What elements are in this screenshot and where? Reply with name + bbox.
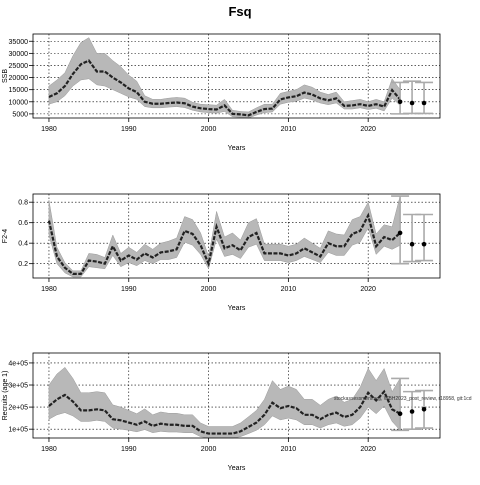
x-tick-label: 2020: [360, 286, 376, 293]
x-axis-label: Years: [228, 145, 246, 152]
x-tick-label: 2020: [360, 446, 376, 453]
x-tick-label: 1980: [41, 126, 57, 133]
main-title: Fsq: [228, 4, 251, 19]
forecast-point: [421, 241, 427, 247]
forecast-point: [409, 409, 415, 414]
y-tick-label: 20000: [9, 75, 29, 82]
estimate-line: [48, 389, 401, 435]
y-tick-label: 15000: [9, 87, 29, 94]
x-axis-label: Years: [228, 465, 246, 472]
y-axis-label: SSB: [2, 69, 9, 83]
x-tick-label: 2000: [201, 126, 217, 133]
plot-frame: [32, 33, 441, 119]
x-tick-label: 2010: [281, 286, 297, 293]
y-tick-label: 4e+05: [8, 360, 28, 367]
confidence-band: [48, 195, 401, 278]
y-tick-label: 5000: [12, 111, 28, 118]
y-tick-label: 1e+05: [8, 427, 28, 434]
forecast-point: [409, 100, 415, 106]
forecast-point: [397, 411, 403, 417]
forecast-point: [397, 230, 403, 236]
forecast-point: [397, 99, 403, 105]
y-tick-label: 0.8: [18, 200, 28, 207]
panel-fbar: 1980 1990 2000 2010 2020 0.2 0.4 0.6 0.8 Years F2-…: [2, 193, 441, 312]
estimate-line: [48, 59, 401, 117]
forecast-point: [421, 100, 427, 106]
source-note: stockassessment.org, WBH2023_post_review…: [334, 396, 472, 402]
plot-frame: [32, 193, 441, 279]
y-tick-label: 0.6: [18, 220, 28, 227]
y-tick-label: 0.4: [18, 241, 28, 248]
panel-ssb: 1980 1990 2000 2010 2020 5000 10000 15000 20000 2…: [2, 33, 441, 152]
y-tick-label: 25000: [9, 63, 29, 70]
x-tick-label: 2020: [360, 126, 376, 133]
y-tick-label: 30000: [9, 51, 29, 58]
x-tick-label: 2010: [281, 446, 297, 453]
forecast-point: [409, 241, 415, 247]
y-tick-label: 35000: [9, 39, 29, 46]
forecast-point: [421, 406, 427, 412]
y-axis-label: F2-4: [2, 229, 9, 244]
x-tick-label: 1990: [121, 446, 137, 453]
x-axis-label: Years: [228, 305, 246, 312]
x-tick-label: 2000: [201, 446, 217, 453]
y-tick-label: 2e+05: [8, 405, 28, 412]
estimate-line: [47, 212, 401, 275]
y-tick-label: 10000: [9, 99, 29, 106]
x-tick-label: 2010: [281, 126, 297, 133]
plot-frame: [32, 352, 441, 439]
x-tick-label: 1990: [121, 126, 137, 133]
x-tick-label: 1980: [41, 286, 57, 293]
y-tick-label: 0.2: [18, 261, 28, 268]
x-tick-label: 2000: [201, 286, 217, 293]
x-tick-label: 1990: [121, 286, 137, 293]
y-tick-label: 3e+05: [8, 383, 28, 390]
confidence-band: [48, 366, 401, 439]
y-axis-label: Recruits (age 1): [2, 371, 9, 421]
panel-recruits: 1980 1990 2000 2010 2020 1e+05 2e+05 3e+05 4e+05…: [2, 352, 441, 472]
x-tick-label: 1980: [41, 446, 57, 453]
